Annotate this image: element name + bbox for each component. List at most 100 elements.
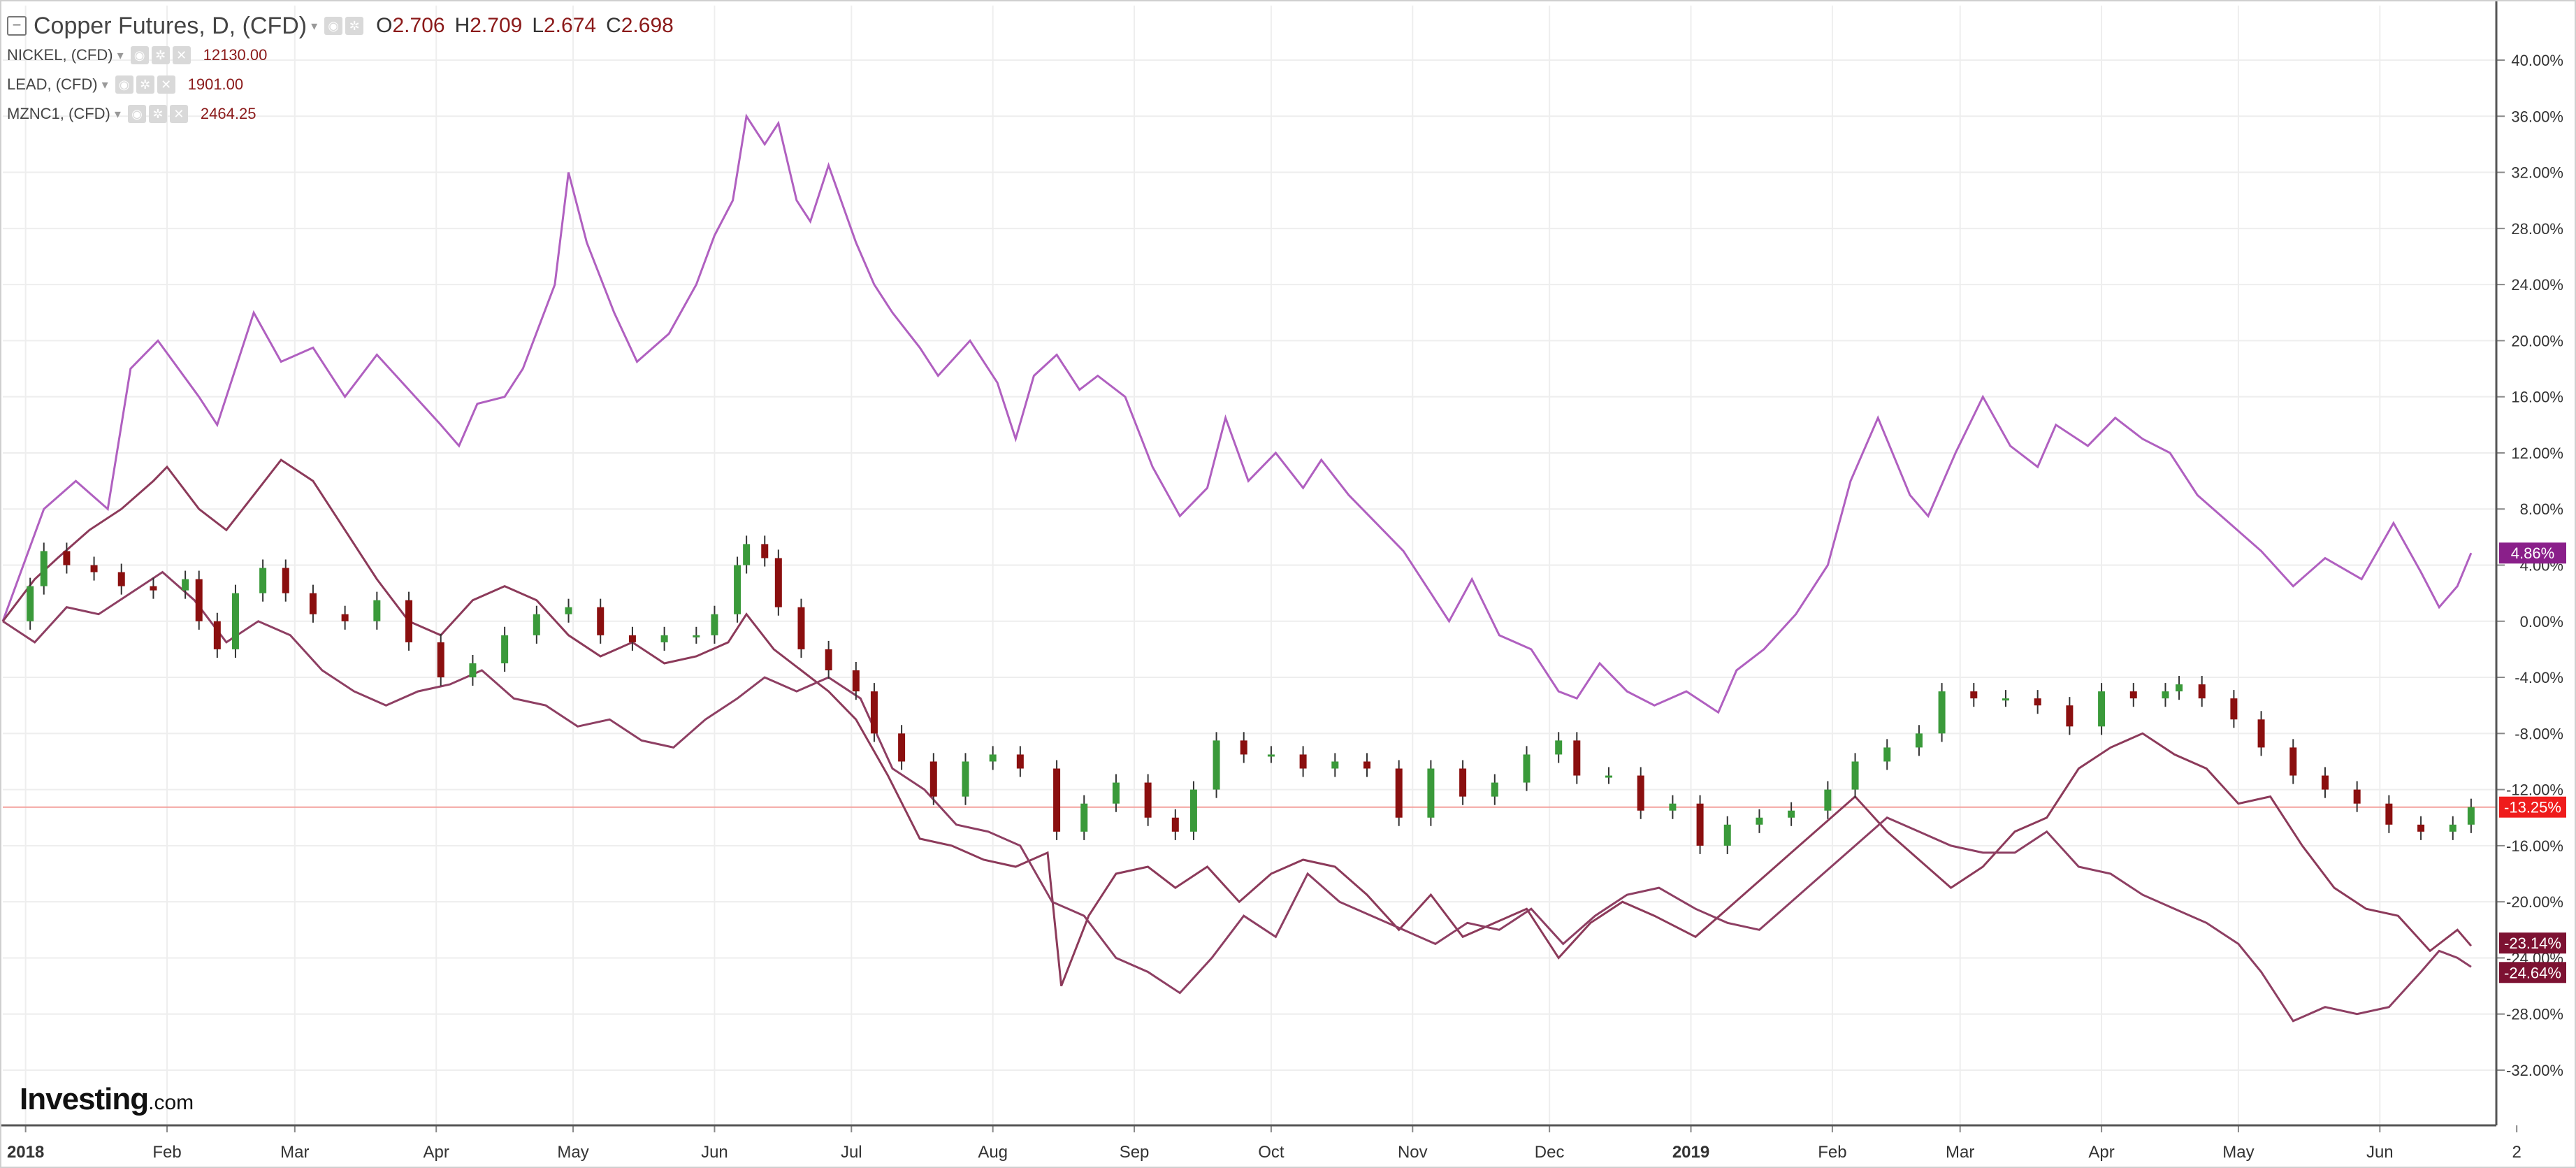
copper-candle-body [150,586,157,591]
copper-candle-body [2162,691,2169,699]
copper-candle-body [797,607,805,649]
copper-candle-body [2002,698,2009,701]
copper-candle-body [1363,761,1371,769]
y-tick-label: -28.00% [2506,1006,2563,1023]
copper-candle-body [1523,754,1531,783]
y-tick-label: 28.00% [2511,220,2563,238]
overlay-last-value: 1901.00 [187,75,244,93]
copper-candle-body [1605,775,1613,778]
x-tick-label: May [2222,1143,2254,1162]
copper-candle-body [1016,754,1024,769]
copper-candle-body [405,600,413,642]
overlay-symbol-label[interactable]: LEAD, (CFD) [7,75,98,93]
copper-candle-body [1491,782,1498,797]
x-tick-label: Nov [1398,1143,1428,1162]
copper-candle-body [2385,803,2393,825]
legend-overlay-row-zinc: MZNC1, (CFD) ▾ ◉ ✲ ✕ 2464.25 [7,99,683,129]
ohlc-close: C2.698 [606,14,674,37]
close-icon[interactable]: ✕ [169,105,188,123]
copper-candle-body [1915,733,1923,748]
copper-candle-body [373,600,381,621]
collapse-legend-icon[interactable]: − [7,16,27,36]
copper-candle-body [1824,789,1832,811]
gear-icon[interactable]: ✲ [136,75,154,94]
value-badge-current [2499,796,2566,818]
gear-icon[interactable]: ✲ [345,17,364,35]
chevron-down-icon[interactable]: ▾ [311,18,318,33]
chevron-down-icon[interactable]: ▾ [117,48,124,62]
copper-candle-body [533,614,540,635]
y-tick-label: -4.00% [2515,669,2563,686]
overlay-buttons: ◉ ✲ ✕ [115,75,175,94]
y-tick-label: 40.00% [2511,52,2563,69]
eye-icon[interactable]: ◉ [127,105,146,123]
copper-candle-body [63,551,71,565]
copper-candle-body [40,551,48,586]
copper-candle-body [565,607,572,614]
copper-candle-body [2176,684,2183,692]
copper-candle-body [1637,775,1644,811]
copper-candle-body [1555,740,1563,755]
main-symbol-label[interactable]: Copper Futures, D, (CFD) [34,12,307,39]
ohlc-high: H2.709 [454,14,523,37]
overlay-symbol-label[interactable]: MZNC1, (CFD) [7,105,110,122]
copper-candle-body [2066,705,2074,727]
x-tick-label: Aug [978,1143,1008,1162]
series-layer [1,113,2496,1023]
y-tick-label: 8.00% [2520,500,2563,518]
copper-candle-body [1144,782,1152,818]
y-tick-label: -16.00% [2506,837,2563,855]
legend-overlay-row-lead: LEAD, (CFD) ▾ ◉ ✲ ✕ 1901.00 [7,70,683,99]
x-tick-label: 2018 [7,1143,44,1162]
x-tick-label: Sep [1120,1143,1150,1162]
value-badge-label: -24.64% [2504,964,2561,981]
copper-candle-body [2467,807,2475,825]
copper-candle-body [989,754,997,762]
eye-icon[interactable]: ◉ [130,46,149,64]
copper-candle-body [469,663,477,678]
gear-icon[interactable]: ✲ [148,105,167,123]
overlay-buttons: ◉ ✲ ✕ [130,46,191,64]
copper-candle-body [2449,824,2456,832]
chevron-down-icon[interactable]: ▾ [101,77,108,92]
badge-layer: 4.86% -13.25% -23.14% -24.64% [2499,542,2566,983]
copper-candle-body [2230,698,2238,720]
copper-candle-body [1240,740,1247,755]
main-symbol-buttons: ◉ ✲ [324,17,364,35]
copper-candle-body [1267,754,1275,757]
close-icon[interactable]: ✕ [157,75,175,94]
gear-icon[interactable]: ✲ [151,46,170,64]
copper-candle-body [1053,768,1061,832]
copper-candle-body [1299,754,1307,769]
x-tick-label: Jul [841,1143,862,1162]
y-tick-label: 36.00% [2511,108,2563,125]
y-tick-label: 12.00% [2511,445,2563,462]
overlay-symbol-label[interactable]: NICKEL, (CFD) [7,46,113,64]
y-tick-label: 32.00% [2511,164,2563,182]
copper-candle-body [1213,740,1220,790]
copper-candle-body [774,558,782,607]
copper-candle-body [743,544,751,565]
x-tick-label: Jun [2366,1143,2394,1162]
copper-candle-body [1669,803,1677,811]
copper-candle-body [693,635,700,637]
eye-icon[interactable]: ◉ [115,75,133,94]
eye-icon[interactable]: ◉ [324,17,343,35]
close-icon[interactable]: ✕ [172,46,191,64]
copper-candle-body [1970,691,1978,699]
legend-overlay-row-nickel: NICKEL, (CFD) ▾ ◉ ✲ ✕ 12130.00 [7,41,683,70]
copper-candle-body [1395,768,1403,818]
copper-candle-body [1573,740,1581,776]
y-tick-label: 20.00% [2511,332,2563,349]
x-tick-label: Apr [2088,1143,2114,1162]
copper-candle-body [1696,803,1704,846]
x-tick-label: Dec [1535,1143,1565,1162]
copper-candle-body [1189,789,1197,832]
chevron-down-icon[interactable]: ▾ [114,106,121,121]
x-tick-label: 2019 [1672,1143,1709,1162]
nickel-line [1,113,2473,714]
